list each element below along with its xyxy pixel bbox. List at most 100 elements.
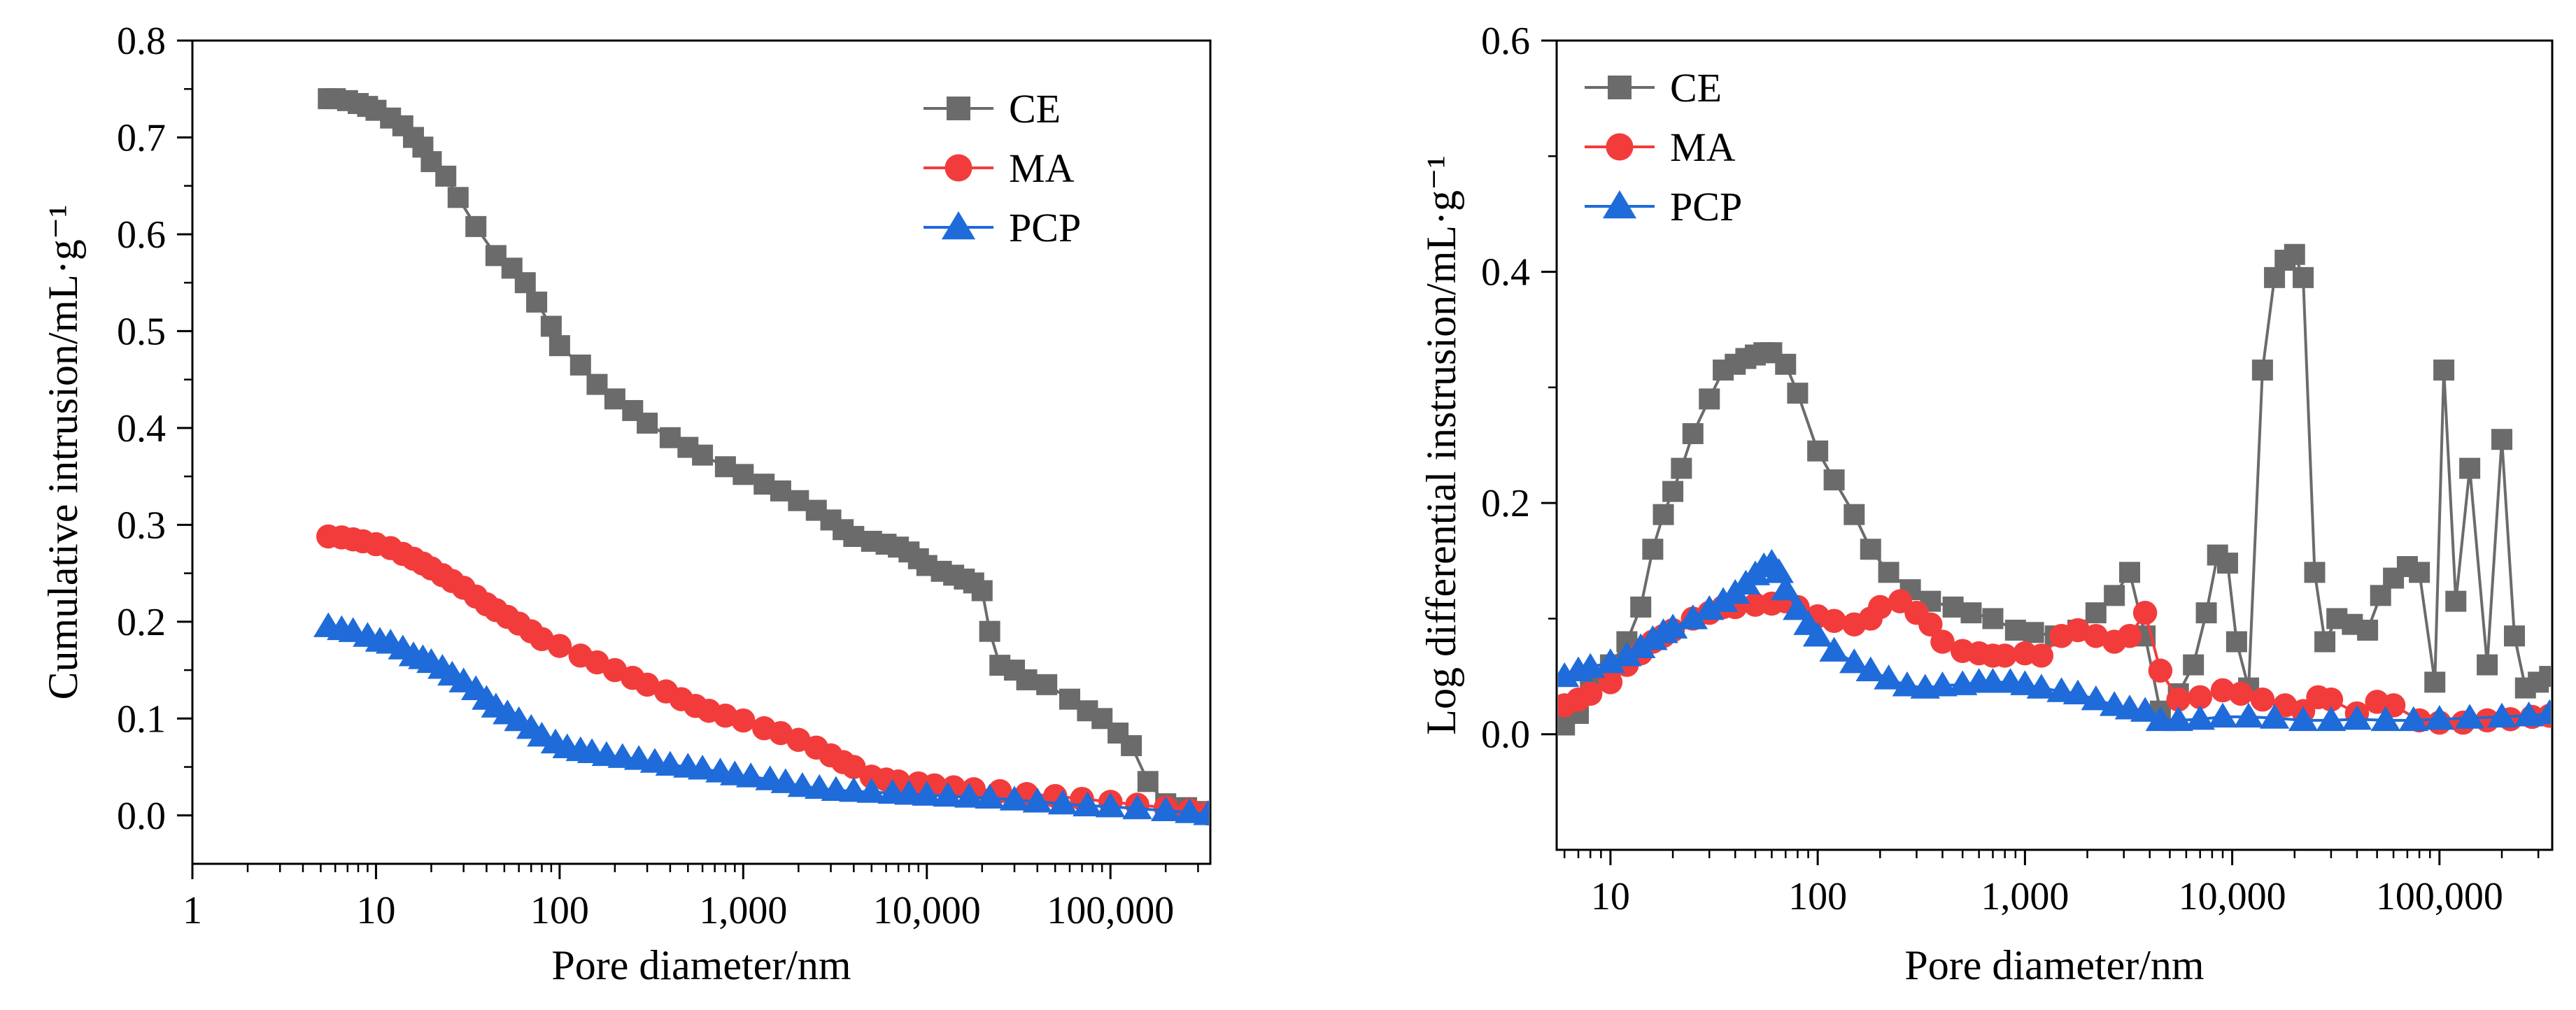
x-tick-label: 1,000 bbox=[1981, 875, 2069, 918]
data-point-ce bbox=[2459, 457, 2481, 479]
data-point-pcp bbox=[655, 751, 686, 776]
plot-cumulative-intrusion: 1 10 100 1,000 10,000 100,000 0.0 0.1 0.2 0.3 0.4 0… bbox=[40, 20, 1212, 988]
data-point-pcp bbox=[2207, 702, 2238, 728]
legend-marker-pcp bbox=[1602, 190, 1637, 219]
data-point-ce bbox=[843, 525, 865, 547]
data-point-ce bbox=[1137, 771, 1159, 792]
y-tick-label: 0.3 bbox=[117, 504, 166, 547]
y-tick-label: 0.8 bbox=[117, 20, 166, 63]
data-point-ma bbox=[2188, 685, 2212, 710]
data-point-ce bbox=[2433, 360, 2455, 381]
data-area bbox=[1558, 243, 2551, 736]
data-point-ce bbox=[526, 291, 548, 313]
data-point-pcp bbox=[2233, 702, 2264, 728]
data-point-ma bbox=[1868, 595, 1892, 620]
data-point-pcp bbox=[2316, 706, 2347, 732]
legend-marker-ce bbox=[947, 97, 970, 120]
data-point-pcp bbox=[2163, 706, 2193, 732]
data-point-pcp bbox=[2185, 704, 2215, 730]
data-point-ce bbox=[2477, 654, 2498, 676]
data-point-ce bbox=[1878, 562, 1899, 583]
data-point-ce bbox=[569, 354, 591, 376]
y-tick-label: 0.4 bbox=[117, 407, 166, 450]
data-point-pcp bbox=[1819, 636, 1849, 662]
data-point-pcp bbox=[1694, 595, 1725, 620]
data-point-ce bbox=[2491, 429, 2513, 450]
data-point-ce bbox=[1699, 388, 1720, 410]
data-point-ce bbox=[2293, 266, 2314, 288]
data-point-ce bbox=[2104, 585, 2125, 606]
data-point-ma bbox=[2166, 687, 2191, 712]
data-point-ce bbox=[979, 620, 1000, 642]
data-point-ma bbox=[2132, 600, 2158, 625]
data-point-pcp bbox=[1892, 671, 1923, 697]
data-point-pcp bbox=[2398, 706, 2429, 732]
legend-label-ce: CE bbox=[1670, 65, 1722, 111]
data-area bbox=[313, 88, 1209, 826]
data-point-ce bbox=[1787, 383, 1809, 404]
legend-marker-ma bbox=[1606, 133, 1634, 161]
data-point-pcp bbox=[1764, 558, 1794, 583]
data-point-ce bbox=[2424, 671, 2446, 693]
data-point-ce bbox=[659, 427, 681, 448]
data-point-pcp bbox=[2535, 699, 2551, 725]
data-point-ce bbox=[549, 335, 570, 357]
data-point-ce bbox=[465, 215, 487, 237]
data-point-pcp bbox=[1150, 796, 1181, 822]
data-point-pcp bbox=[1047, 789, 1078, 815]
data-point-ma bbox=[1993, 643, 2017, 668]
y-tick-label: 0.0 bbox=[117, 795, 166, 838]
data-point-ce bbox=[1982, 608, 2004, 630]
data-point-ce bbox=[1662, 481, 1684, 502]
data-point-ce bbox=[1823, 469, 1845, 491]
data-point-ce bbox=[2119, 562, 2141, 583]
data-point-ce bbox=[514, 272, 536, 294]
y-axis-title: Cumulative intrusion/mL·g⁻¹ bbox=[40, 205, 86, 700]
data-point-pcp bbox=[1657, 613, 1688, 639]
data-point-ce bbox=[586, 374, 608, 395]
data-point-ce bbox=[637, 412, 658, 434]
data-point-ce bbox=[2195, 602, 2217, 624]
legend-label-ce: CE bbox=[1009, 86, 1061, 131]
data-point-ce bbox=[2251, 360, 2273, 381]
legend: CE MA PCP bbox=[923, 86, 1081, 250]
data-point-pcp bbox=[2062, 679, 2093, 705]
data-point-ce bbox=[2085, 602, 2107, 624]
y-tick-label: 0.5 bbox=[117, 310, 166, 353]
y-tick-label: 0.4 bbox=[1481, 251, 1530, 294]
data-point-ce bbox=[1860, 539, 1881, 560]
data-point-ce bbox=[2225, 631, 2247, 653]
y-tick-label: 0.6 bbox=[1481, 20, 1530, 63]
data-point-ce bbox=[2217, 553, 2239, 574]
data-point-ce bbox=[733, 464, 754, 485]
x-tick-label: 100,000 bbox=[2376, 875, 2503, 918]
data-point-ce bbox=[2445, 590, 2467, 612]
legend-label-pcp: PCP bbox=[1670, 184, 1742, 229]
data-point-ce bbox=[2284, 243, 2305, 265]
x-axis-title: Pore diameter/nm bbox=[1904, 942, 2204, 988]
data-point-ce bbox=[971, 580, 993, 602]
data-point-pcp bbox=[2486, 702, 2517, 728]
data-point-ce bbox=[1960, 602, 1982, 624]
data-point-pcp bbox=[1783, 595, 1813, 620]
data-point-ce bbox=[788, 490, 809, 511]
data-point-ce bbox=[2023, 622, 2044, 643]
data-point-ce bbox=[1630, 596, 1652, 618]
data-point-pcp bbox=[687, 755, 718, 780]
data-point-pcp bbox=[999, 785, 1030, 811]
data-point-ce bbox=[1121, 735, 1142, 757]
data-point-ma bbox=[1918, 612, 1943, 636]
data-point-ce bbox=[447, 187, 469, 208]
legend-marker-pcp bbox=[941, 211, 976, 240]
data-point-ce bbox=[2314, 631, 2336, 653]
data-point-ma bbox=[2228, 681, 2253, 706]
data-point-ce bbox=[1682, 422, 1704, 444]
legend-label-pcp: PCP bbox=[1009, 205, 1081, 250]
data-point-pcp bbox=[2130, 697, 2160, 722]
data-point-ce bbox=[1775, 353, 1797, 375]
data-point-ce bbox=[435, 165, 457, 187]
data-point-pcp bbox=[2342, 704, 2372, 730]
data-point-ma bbox=[2083, 623, 2109, 648]
data-point-ce bbox=[692, 444, 714, 466]
